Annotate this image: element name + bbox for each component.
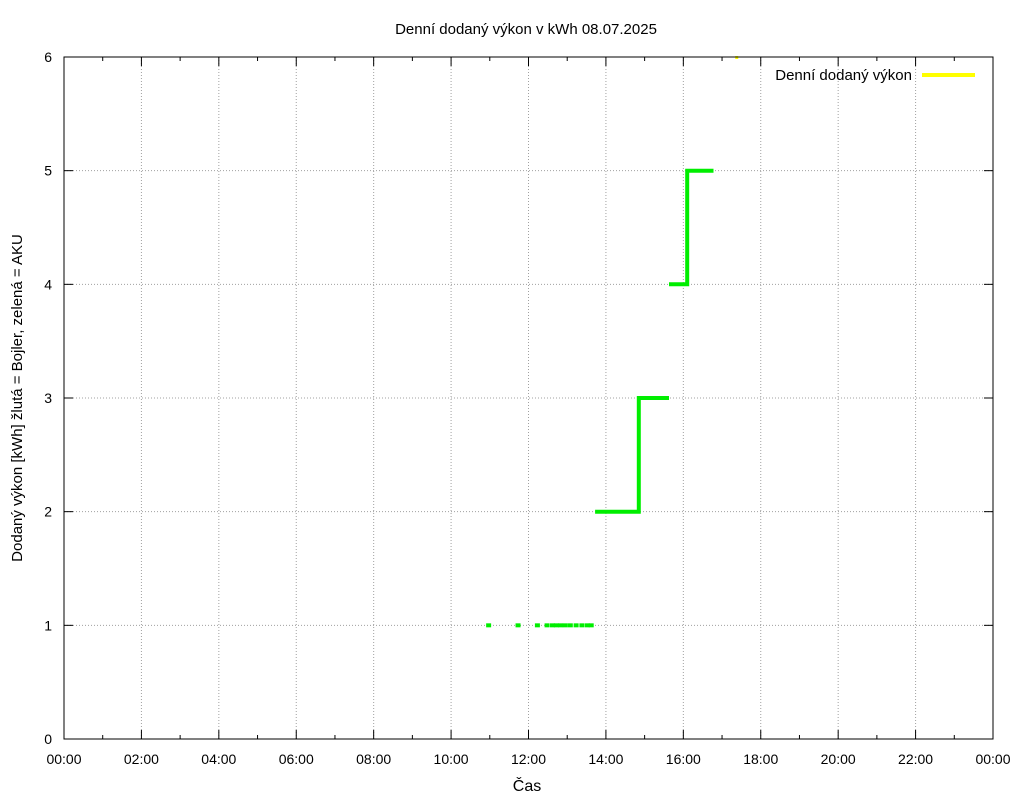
data-point — [486, 623, 492, 628]
x-tick-label: 06:00 — [279, 751, 314, 767]
legend-label: Denní dodaný výkon — [775, 67, 912, 84]
y-tick-label: 1 — [44, 617, 52, 633]
tick-labels: 00:00 02:00 04:00 06:00 08:00 10:00 12:00 14:00… — [44, 49, 1011, 767]
x-tick-label: 02:00 — [124, 751, 159, 767]
x-tick-label: 18:00 — [743, 751, 778, 767]
data-point — [588, 623, 594, 628]
x-tick-label: 00:00 — [46, 751, 81, 767]
series-line — [595, 396, 669, 514]
y-tick-label: 2 — [44, 504, 52, 520]
x-tick-label: 10:00 — [434, 751, 469, 767]
grid — [64, 57, 993, 739]
chart-title: Denní dodaný výkon v kWh 08.07.2025 — [395, 21, 657, 38]
y-tick-label: 6 — [44, 49, 52, 65]
data-point — [573, 623, 579, 628]
axis-ticks — [63, 56, 994, 740]
x-axis-label: Čas — [513, 776, 541, 795]
data-point — [515, 623, 521, 628]
x-tick-label: 16:00 — [666, 751, 701, 767]
legend: Denní dodaný výkon — [775, 67, 975, 84]
y-tick-label: 5 — [44, 163, 52, 179]
data-point — [584, 623, 590, 628]
data-point — [579, 623, 585, 628]
data-point — [558, 623, 564, 628]
x-tick-label: 08:00 — [356, 751, 391, 767]
x-tick-label: 22:00 — [898, 751, 933, 767]
y-tick-label: 0 — [44, 731, 52, 747]
y-axis-label: Dodaný výkon [kWh] žlutá = Bojler, zelen… — [9, 234, 26, 562]
data-point — [549, 623, 555, 628]
plot-border — [63, 56, 994, 740]
x-tick-label: 20:00 — [821, 751, 856, 767]
x-tick-label: 14:00 — [588, 751, 623, 767]
data-point — [534, 623, 540, 628]
x-tick-label: 12:00 — [511, 751, 546, 767]
series-line — [669, 168, 714, 287]
data-point — [544, 623, 550, 628]
x-tick-label: 00:00 — [975, 751, 1010, 767]
y-tick-label: 4 — [44, 276, 52, 292]
data-point — [562, 623, 568, 628]
x-tick-label: 04:00 — [201, 751, 236, 767]
data-point — [553, 623, 559, 628]
data-point — [567, 623, 573, 628]
series-group — [486, 56, 739, 628]
y-tick-label: 3 — [44, 390, 52, 406]
